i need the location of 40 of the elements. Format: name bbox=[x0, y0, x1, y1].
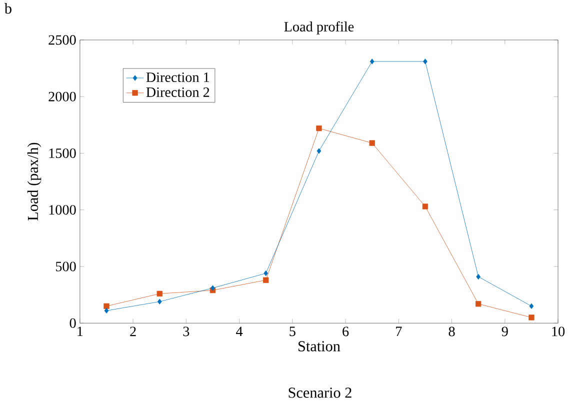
point bbox=[316, 125, 322, 132]
x-tick-label: 9 bbox=[502, 326, 508, 336]
point bbox=[370, 58, 374, 64]
point bbox=[316, 148, 322, 154]
x-tick-label: 8 bbox=[448, 326, 455, 336]
y-tick-label: 500 bbox=[56, 262, 76, 272]
point bbox=[263, 277, 269, 283]
text: b bbox=[4, 2, 12, 14]
y-tick-label: 0 bbox=[70, 318, 76, 328]
x-tick-label: 1 bbox=[78, 326, 83, 336]
legend-label: Direction 2 bbox=[146, 87, 210, 97]
y-tick-label: 2500 bbox=[48, 35, 76, 45]
legend-label: Direction 1 bbox=[146, 72, 210, 82]
y-tick-label: 1000 bbox=[49, 205, 76, 215]
x-tick-label: 7 bbox=[396, 326, 402, 336]
point bbox=[528, 314, 534, 320]
x-tick-label: 2 bbox=[130, 326, 136, 336]
x-tick-label: 3 bbox=[183, 326, 190, 336]
point bbox=[422, 204, 428, 210]
point bbox=[210, 285, 215, 291]
point bbox=[476, 274, 481, 280]
point bbox=[104, 308, 109, 314]
chart-title: Load profile bbox=[284, 21, 354, 34]
point bbox=[264, 270, 268, 276]
point bbox=[476, 301, 482, 307]
x-tick-label: 6 bbox=[342, 326, 349, 336]
point bbox=[157, 298, 162, 304]
x-tick-label: 10 bbox=[552, 326, 565, 336]
x-tick-label: 4 bbox=[236, 326, 243, 336]
point bbox=[104, 303, 110, 309]
point bbox=[156, 290, 162, 296]
y-tick-label: 2000 bbox=[48, 92, 76, 102]
x-axis-title: Station bbox=[298, 341, 340, 352]
point bbox=[369, 140, 375, 146]
x-tick-label: 5 bbox=[290, 326, 296, 336]
text: Scenario 2 bbox=[288, 388, 352, 398]
point bbox=[423, 58, 428, 64]
y-tick-label: 1500 bbox=[49, 148, 76, 158]
point bbox=[529, 303, 534, 309]
y-axis-title: Load (pax/h) bbox=[27, 142, 42, 220]
